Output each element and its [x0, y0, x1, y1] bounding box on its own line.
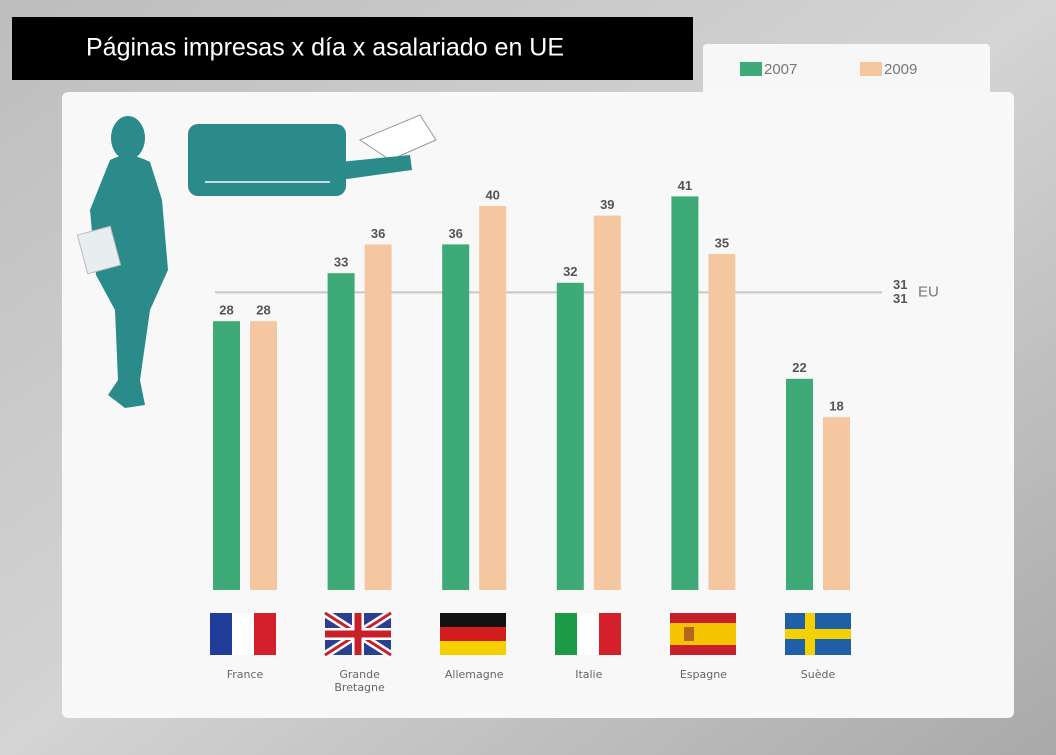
bar — [556, 282, 584, 590]
document-icon — [76, 225, 122, 275]
legend-label: 2009 — [884, 61, 917, 78]
bar — [327, 273, 355, 590]
value-label: 36 — [371, 226, 385, 241]
value-label: 36 — [448, 226, 462, 241]
bar — [671, 196, 699, 590]
category-label: Grande Bretagne — [334, 668, 385, 694]
value-label: 32 — [563, 264, 577, 279]
value-label: 28 — [256, 303, 270, 318]
bar — [823, 417, 850, 590]
bar — [593, 215, 621, 590]
eu-value: 31 — [893, 277, 907, 292]
value-label: 33 — [334, 255, 348, 270]
legend-swatch — [740, 62, 762, 76]
printer-icon — [188, 114, 437, 196]
legend-swatch — [860, 62, 882, 76]
woman-icon — [90, 116, 168, 408]
category-label: Suède — [800, 668, 836, 681]
bar — [250, 321, 277, 590]
bar — [364, 244, 392, 590]
bar — [479, 206, 507, 590]
bar — [708, 254, 736, 590]
value-label: 22 — [792, 360, 806, 375]
chart-title: Páginas impresas x día x asalariado en U… — [86, 34, 564, 62]
title-box — [12, 17, 693, 80]
value-label: 39 — [600, 197, 614, 212]
bar — [213, 321, 240, 590]
category-label: Allemagne — [444, 668, 504, 681]
legend-tab — [703, 44, 990, 96]
eu-label: EU — [918, 283, 939, 300]
value-label: 41 — [678, 178, 692, 193]
category-label: France — [226, 668, 264, 681]
legend-label: 2007 — [764, 61, 797, 78]
value-label: 28 — [219, 303, 233, 318]
flags — [210, 609, 851, 659]
category-label: Espagne — [679, 668, 727, 681]
value-label: 40 — [485, 187, 499, 202]
value-label: 35 — [715, 235, 729, 250]
bar — [786, 378, 813, 590]
value-label: 18 — [829, 399, 843, 414]
eu-value: 31 — [893, 291, 907, 306]
bar — [442, 244, 470, 590]
panel — [62, 92, 1014, 718]
category-label: Italie — [575, 668, 603, 681]
